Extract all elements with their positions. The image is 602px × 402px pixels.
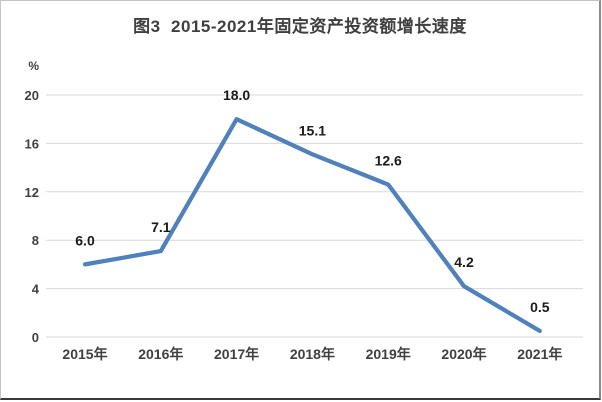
x-axis-label: 2019年 xyxy=(366,346,411,362)
x-axis-label: 2018年 xyxy=(290,346,335,362)
y-axis-tick-label: 0 xyxy=(32,330,39,345)
x-axis-label: 2020年 xyxy=(441,346,486,362)
data-label: 7.1 xyxy=(151,219,171,235)
y-axis-unit-label: % xyxy=(28,59,39,73)
chart-title: 图3 2015-2021年固定资产投资额增长速度 xyxy=(133,17,467,36)
data-label: 0.5 xyxy=(530,299,550,315)
y-axis-tick-label: 16 xyxy=(25,136,39,151)
y-axis-tick-label: 4 xyxy=(32,282,40,297)
data-label: 15.1 xyxy=(299,122,326,138)
data-line xyxy=(82,117,542,334)
data-label: 18.0 xyxy=(223,87,250,103)
x-axis-label: 2016年 xyxy=(138,346,183,362)
x-axis-label: 2015年 xyxy=(62,346,107,362)
x-axis-label: 2017年 xyxy=(214,346,259,362)
y-axis-tick-label: 12 xyxy=(25,185,39,200)
x-axis-label: 2021年 xyxy=(517,346,562,362)
y-axis-tick-label: 20 xyxy=(25,88,39,103)
data-label: 6.0 xyxy=(75,232,95,248)
data-label: 12.6 xyxy=(375,153,402,169)
data-label: 4.2 xyxy=(454,254,474,270)
y-axis-tick-label: 8 xyxy=(32,233,39,248)
